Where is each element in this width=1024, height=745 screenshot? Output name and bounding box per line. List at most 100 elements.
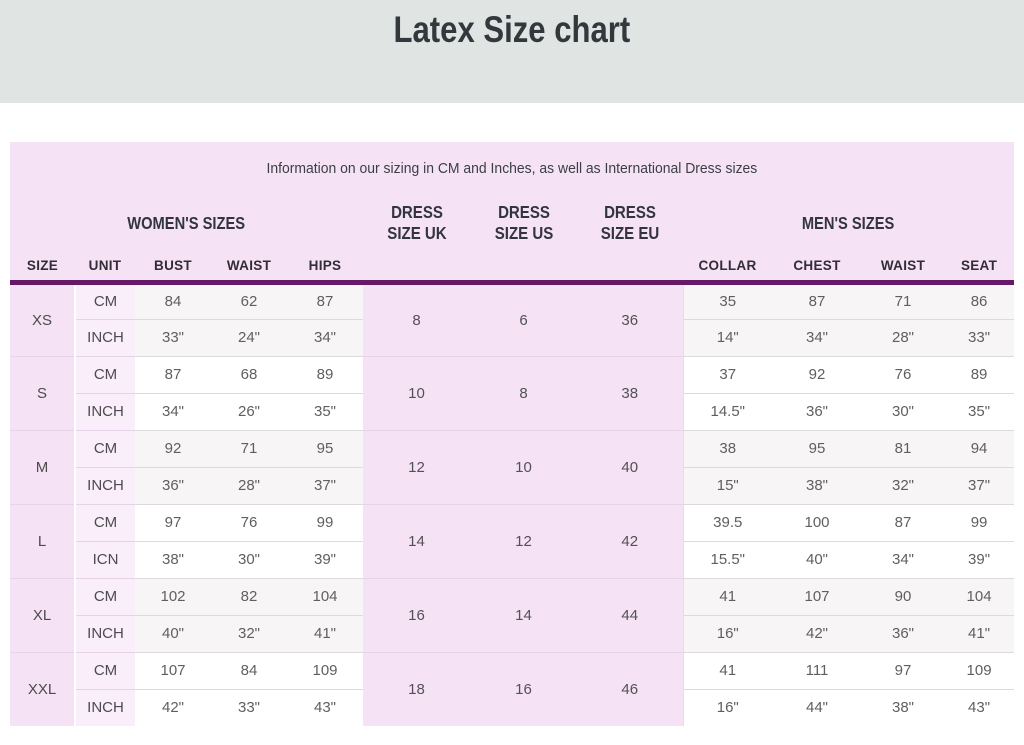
- dress-uk-cell: 8: [363, 281, 470, 356]
- womens-cell: 99: [287, 503, 363, 541]
- womens-cell: 34": [135, 392, 211, 430]
- dress-us-cell: 6: [470, 281, 577, 356]
- womens-cell: 82: [211, 577, 287, 615]
- womens-cell: 24": [211, 318, 287, 356]
- table-row-l-inch: ICN 38" 30" 39" 15.5" 40" 34" 39": [10, 540, 1015, 578]
- col-header-waist-mens: WAIST: [862, 252, 944, 285]
- unit-cell: CM: [75, 281, 135, 319]
- mens-cell: 14": [682, 318, 772, 356]
- dress-eu-cell: 44: [577, 577, 683, 652]
- size-cell: M: [10, 429, 76, 504]
- mens-cell: 95: [772, 429, 862, 467]
- mens-cell: 15.5": [682, 540, 772, 578]
- table-row-m-inch: INCH 36" 28" 37" 15" 38" 32" 37": [10, 466, 1015, 504]
- womens-cell: 109: [287, 651, 363, 689]
- mens-cell: 97: [862, 651, 944, 689]
- unit-cell: INCH: [75, 614, 135, 652]
- mens-cell: 36": [862, 614, 944, 652]
- page-title-text: Latex Size chart: [393, 9, 631, 50]
- womens-cell: 102: [135, 577, 211, 615]
- womens-sizes-header: WOMEN'S SIZES: [10, 194, 363, 252]
- col-header-chest: CHEST: [772, 252, 862, 285]
- womens-cell: 92: [135, 429, 211, 467]
- page-title: Latex Size chart: [0, 0, 1024, 51]
- table-row-s-inch: INCH 34" 26" 35" 14.5" 36" 30" 35": [10, 392, 1015, 430]
- dress-eu-cell: 46: [577, 651, 683, 726]
- womens-cell: 33": [135, 318, 211, 356]
- mens-cell: 34": [862, 540, 944, 578]
- mens-cell: 16": [682, 688, 772, 726]
- mens-cell: 41: [682, 651, 772, 689]
- unit-cell: INCH: [75, 318, 135, 356]
- womens-cell: 43": [287, 688, 363, 726]
- dress-eu-cell: 36: [577, 281, 683, 356]
- mens-cell: 32": [862, 466, 944, 504]
- col-header-bust: BUST: [135, 252, 211, 285]
- table-row-m-cm: M CM 92 71 95 12 10 40 38 95 81 94: [10, 429, 1015, 504]
- dress-eu-cell: 40: [577, 429, 683, 504]
- unit-cell: INCH: [75, 688, 135, 726]
- dress-us-cell: 14: [470, 577, 577, 652]
- womens-cell: 95: [287, 429, 363, 467]
- dress-size-us-header: DRESS SIZE US: [470, 194, 577, 252]
- table-caption: Information on our sizing in CM and Inch…: [10, 142, 1014, 194]
- mens-cell: 87: [772, 281, 862, 319]
- mens-cell: 39": [944, 540, 1015, 578]
- womens-cell: 39": [287, 540, 363, 578]
- table-caption-text: Information on our sizing in CM and Inch…: [266, 159, 758, 177]
- mens-cell: 86: [944, 281, 1015, 319]
- womens-cell: 32": [211, 614, 287, 652]
- mens-cell: 40": [772, 540, 862, 578]
- womens-cell: 42": [135, 688, 211, 726]
- unit-cell: INCH: [75, 466, 135, 504]
- size-cell: XL: [10, 577, 76, 652]
- womens-cell: 36": [135, 466, 211, 504]
- mens-cell: 107: [772, 577, 862, 615]
- dress-uk-cell: 18: [363, 651, 470, 726]
- col-header-unit: UNIT: [75, 252, 135, 285]
- mens-cell: 16": [682, 614, 772, 652]
- table-row-xs-inch: INCH 33" 24" 34" 14" 34" 28" 33": [10, 318, 1015, 356]
- womens-cell: 37": [287, 466, 363, 504]
- dress-size-uk-header-text: DRESS SIZE UK: [386, 202, 447, 243]
- col-header-size: SIZE: [10, 252, 75, 285]
- mens-cell: 33": [944, 318, 1015, 356]
- mens-cell: 15": [682, 466, 772, 504]
- womens-cell: 97: [135, 503, 211, 541]
- col-header-hips: HIPS: [287, 252, 363, 285]
- mens-cell: 35": [944, 392, 1015, 430]
- mens-cell: 109: [944, 651, 1015, 689]
- womens-cell: 87: [135, 355, 211, 393]
- mens-cell: 43": [944, 688, 1015, 726]
- size-cell: S: [10, 355, 76, 430]
- mens-cell: 89: [944, 355, 1015, 393]
- col-header-dress-us-blank: [470, 252, 577, 285]
- womens-sizes-header-text: WOMEN'S SIZES: [127, 212, 246, 233]
- mens-cell: 34": [772, 318, 862, 356]
- mens-cell: 87: [862, 503, 944, 541]
- womens-cell: 35": [287, 392, 363, 430]
- womens-cell: 34": [287, 318, 363, 356]
- womens-cell: 62: [211, 281, 287, 319]
- table-row-l-cm: L CM 97 76 99 14 12 42 39.5 100 87 99: [10, 503, 1015, 578]
- unit-cell: CM: [75, 429, 135, 467]
- womens-cell: 89: [287, 355, 363, 393]
- table-row-xxl-inch: INCH 42" 33" 43" 16" 44" 38" 43": [10, 688, 1015, 726]
- mens-cell: 94: [944, 429, 1015, 467]
- womens-cell: 28": [211, 466, 287, 504]
- mens-sizes-header-text: MEN'S SIZES: [802, 212, 895, 233]
- mens-cell: 37": [944, 466, 1015, 504]
- unit-cell: CM: [75, 651, 135, 689]
- womens-cell: 26": [211, 392, 287, 430]
- womens-cell: 84: [135, 281, 211, 319]
- mens-cell: 38": [862, 688, 944, 726]
- col-header-collar: COLLAR: [683, 252, 772, 285]
- mens-cell: 28": [862, 318, 944, 356]
- unit-cell: INCH: [75, 392, 135, 430]
- page-header: Latex Size chart: [0, 0, 1024, 103]
- womens-cell: 40": [135, 614, 211, 652]
- dress-us-cell: 16: [470, 651, 577, 726]
- dress-eu-cell: 42: [577, 503, 683, 578]
- unit-cell: CM: [75, 355, 135, 393]
- table-caption-row: Information on our sizing in CM and Inch…: [10, 142, 1014, 194]
